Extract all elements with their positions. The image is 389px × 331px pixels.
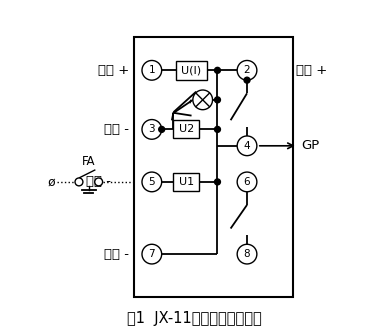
Text: 1: 1 [149,65,155,75]
Circle shape [142,244,162,264]
Text: ø: ø [47,175,55,188]
Text: FA: FA [82,155,96,168]
Circle shape [95,178,103,186]
Circle shape [237,61,257,80]
Text: 3: 3 [149,124,155,134]
Circle shape [214,179,221,185]
Text: 电源 +: 电源 + [296,64,328,77]
Circle shape [142,61,162,80]
Text: 图1  JX-11接线图（正视图）: 图1 JX-11接线图（正视图） [127,310,262,326]
Text: U2: U2 [179,124,194,134]
Circle shape [237,172,257,192]
Text: 复归 -: 复归 - [86,175,111,188]
Text: 启动 +: 启动 + [98,64,129,77]
Circle shape [244,77,250,83]
Circle shape [237,244,257,264]
Text: 5: 5 [149,177,155,187]
Text: 8: 8 [244,249,251,259]
Text: U1: U1 [179,177,194,187]
Text: 启动 -: 启动 - [104,248,129,260]
Bar [134,37,293,297]
Circle shape [214,126,221,132]
Circle shape [214,97,221,103]
Text: 电源 -: 电源 - [104,123,129,136]
Text: U(I): U(I) [181,65,201,75]
Bar [175,61,207,80]
Text: GP: GP [301,139,319,152]
Bar [173,173,199,191]
Circle shape [237,136,257,156]
Bar [173,120,199,138]
Text: 2: 2 [244,65,251,75]
Text: 4: 4 [244,141,251,151]
Text: 6: 6 [244,177,251,187]
Circle shape [159,126,165,132]
Circle shape [75,178,83,186]
Circle shape [142,119,162,139]
Circle shape [214,68,221,73]
Text: 7: 7 [149,249,155,259]
Circle shape [193,90,212,110]
Circle shape [142,172,162,192]
